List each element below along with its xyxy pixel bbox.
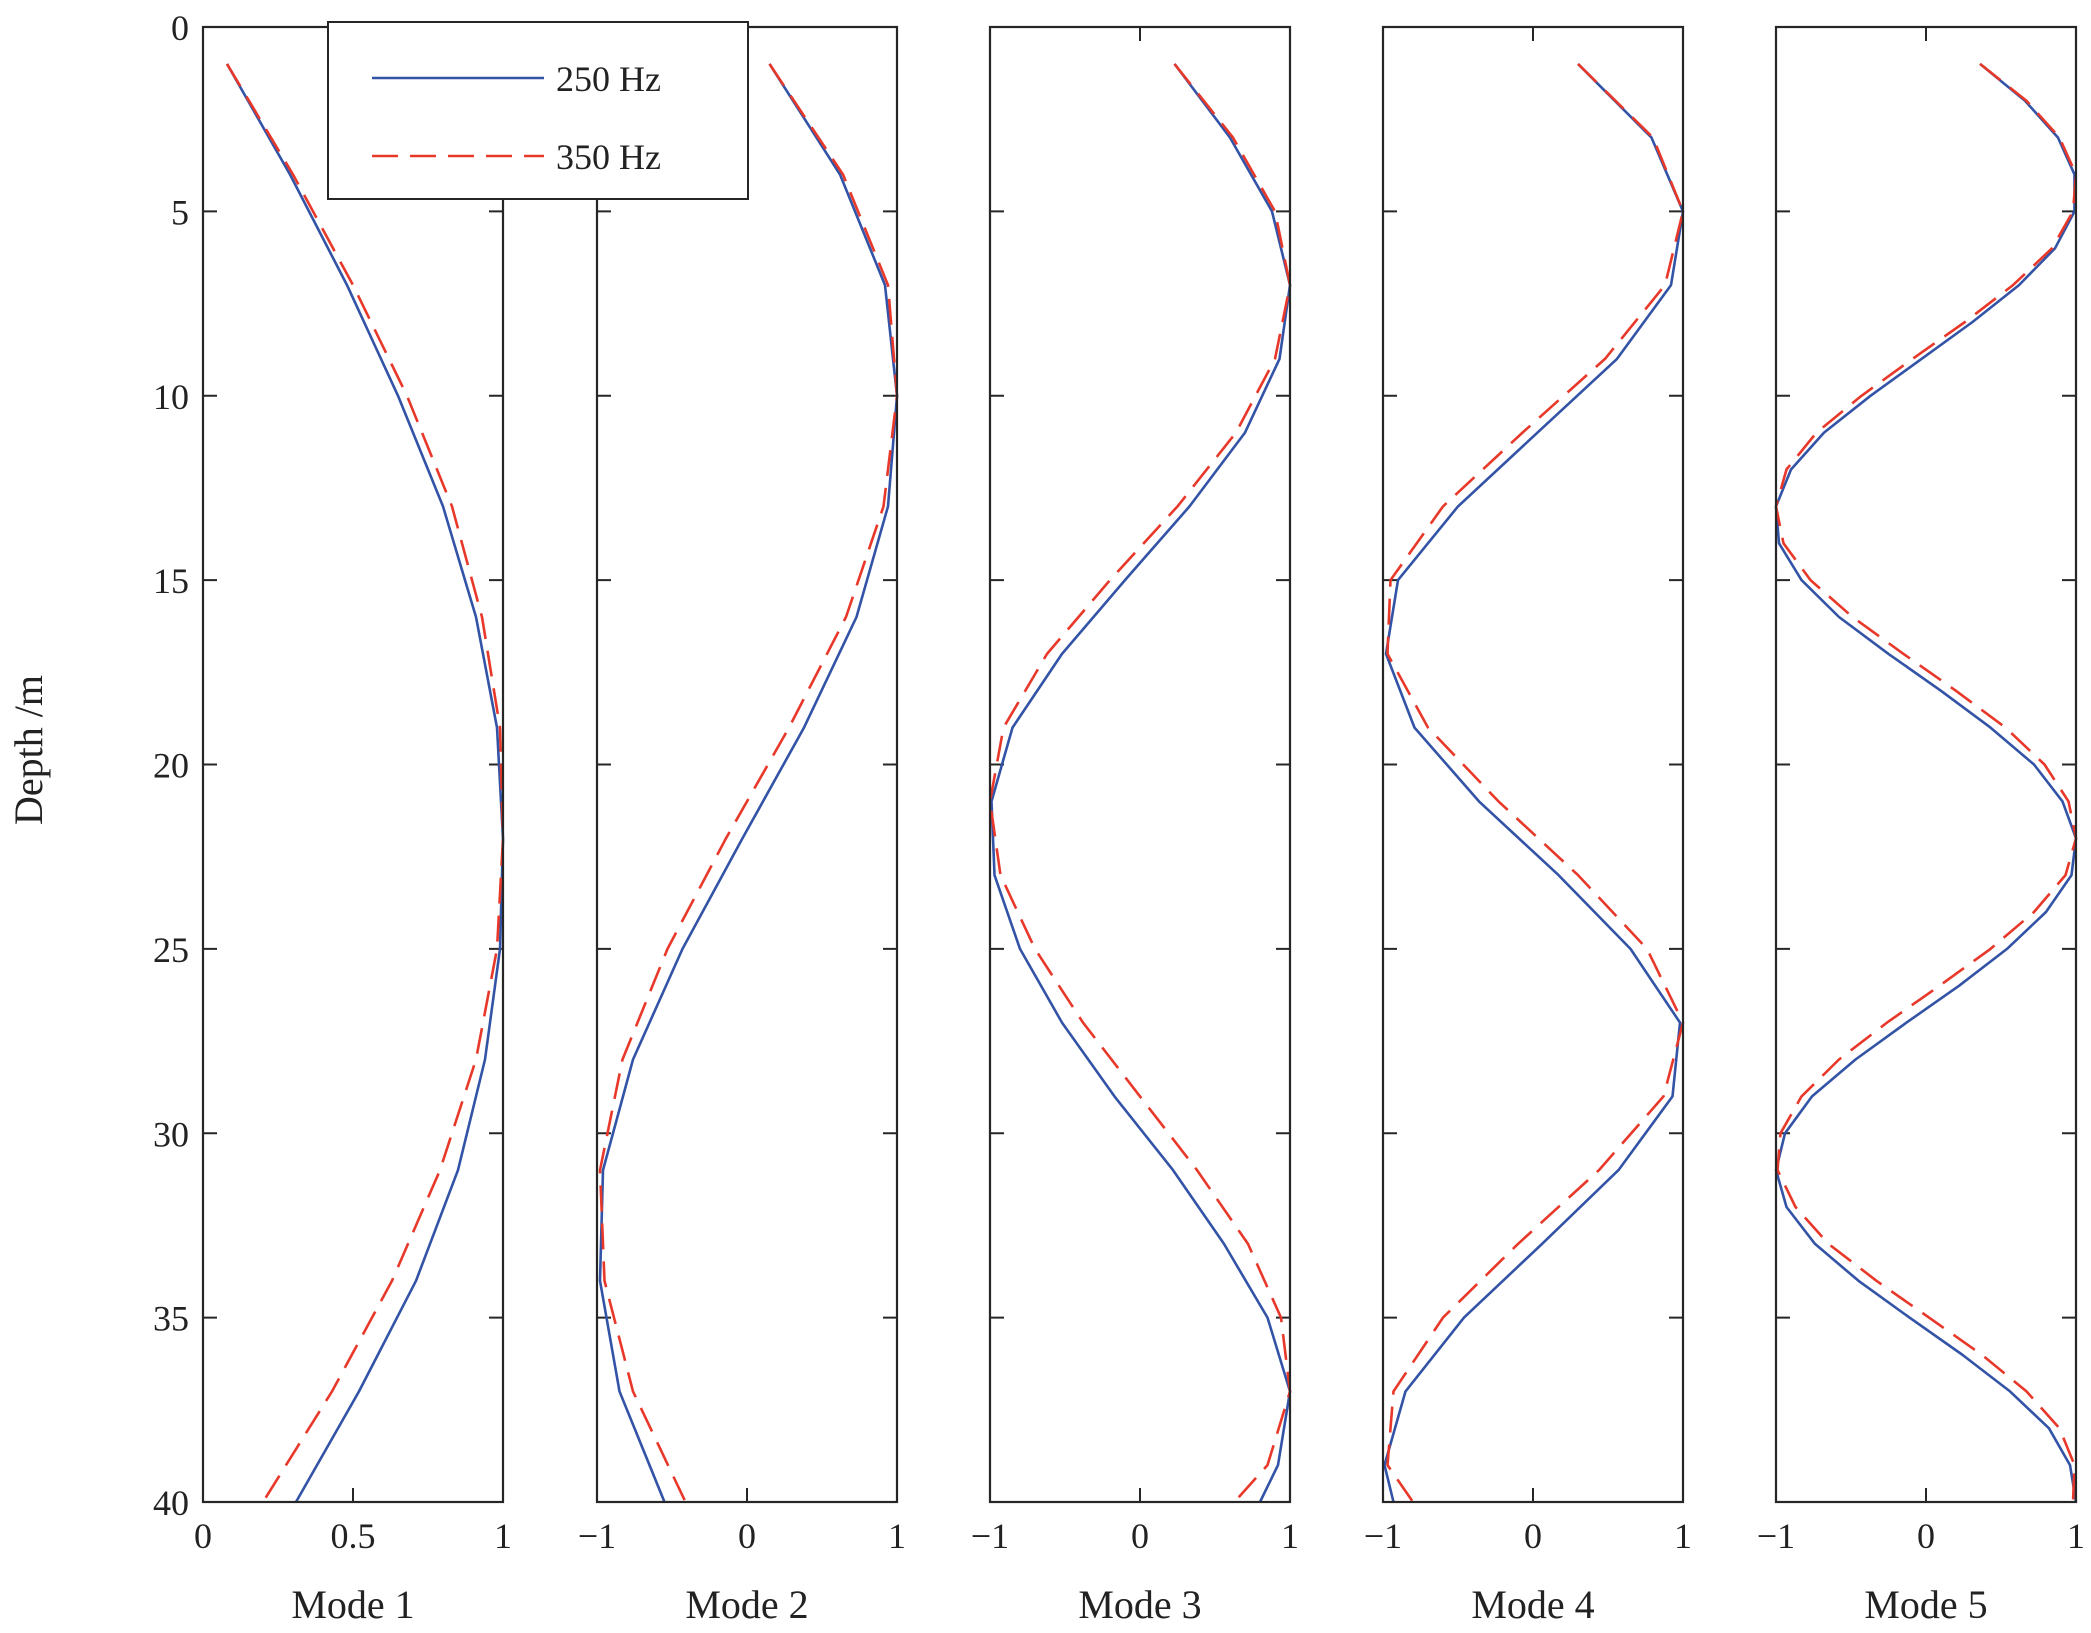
series-line-250-hz bbox=[1774, 62, 2078, 1503]
y-tick-label: 0 bbox=[171, 8, 189, 48]
subplot-mode-5: −1 0 1 Mode 5 bbox=[1757, 25, 2085, 1627]
legend-box bbox=[327, 21, 749, 200]
series-line-350-hz bbox=[1774, 62, 2078, 1503]
x-tick-label: 0 bbox=[1917, 1516, 1935, 1556]
axes-frame bbox=[201, 25, 505, 1504]
x-axis-label: Mode 5 bbox=[1864, 1582, 1987, 1627]
axes-frame bbox=[1774, 25, 2078, 1504]
x-tick-label: 1 bbox=[494, 1516, 512, 1556]
series-line-250-hz bbox=[225, 63, 505, 1503]
y-tick-label: 10 bbox=[153, 377, 189, 417]
y-tick-label: 25 bbox=[153, 930, 189, 970]
x-axis-label: Mode 3 bbox=[1078, 1582, 1201, 1627]
x-tick-label: −1 bbox=[1757, 1516, 1795, 1556]
legend-label: 250 Hz bbox=[556, 59, 661, 99]
y-tick-label: 5 bbox=[171, 192, 189, 232]
subplot-mode-2: −1 0 1 Mode 2 bbox=[578, 25, 906, 1627]
x-tick-label: 1 bbox=[888, 1516, 906, 1556]
y-tick-label: 40 bbox=[153, 1483, 189, 1523]
y-tick-label: 30 bbox=[153, 1114, 189, 1154]
series-line-350-hz bbox=[988, 63, 1292, 1503]
y-tick-label: 15 bbox=[153, 561, 189, 601]
series-line-250-hz bbox=[990, 63, 1292, 1503]
axes-frame bbox=[1381, 25, 1685, 1504]
x-tick-label: 0 bbox=[1524, 1516, 1542, 1556]
x-tick-label: 0.5 bbox=[331, 1516, 376, 1556]
x-tick-label: 1 bbox=[1674, 1516, 1692, 1556]
x-tick-label: 0 bbox=[1131, 1516, 1149, 1556]
series-line-350-hz bbox=[598, 63, 899, 1503]
x-axis-label: Mode 1 bbox=[291, 1582, 414, 1627]
x-tick-label: −1 bbox=[578, 1516, 616, 1556]
x-tick-label: 1 bbox=[2067, 1516, 2085, 1556]
x-axis-label: Mode 4 bbox=[1471, 1582, 1594, 1627]
x-tick-label: −1 bbox=[971, 1516, 1009, 1556]
series-line-350-hz bbox=[225, 63, 505, 1503]
x-tick-label: 0 bbox=[194, 1516, 212, 1556]
x-tick-label: −1 bbox=[1364, 1516, 1402, 1556]
x-tick-label: 1 bbox=[1281, 1516, 1299, 1556]
series-line-350-hz bbox=[1386, 62, 1685, 1503]
subplot-mode-4: −1 0 1 Mode 4 bbox=[1364, 25, 1692, 1627]
series-line-250-hz bbox=[598, 63, 899, 1503]
legend: 250 Hz 350 Hz bbox=[327, 21, 749, 200]
axes-frame bbox=[988, 25, 1292, 1504]
series-line-250-hz bbox=[1383, 62, 1685, 1503]
axes-frame bbox=[595, 25, 899, 1504]
y-tick-label: 20 bbox=[153, 746, 189, 786]
y-tick-label: 35 bbox=[153, 1299, 189, 1339]
x-axis-label: Mode 2 bbox=[685, 1582, 808, 1627]
legend-label: 350 Hz bbox=[556, 137, 661, 177]
y-axis-label: Depth /m bbox=[6, 675, 51, 825]
x-tick-label: 0 bbox=[738, 1516, 756, 1556]
subplot-mode-3: −1 0 1 Mode 3 bbox=[971, 25, 1299, 1627]
